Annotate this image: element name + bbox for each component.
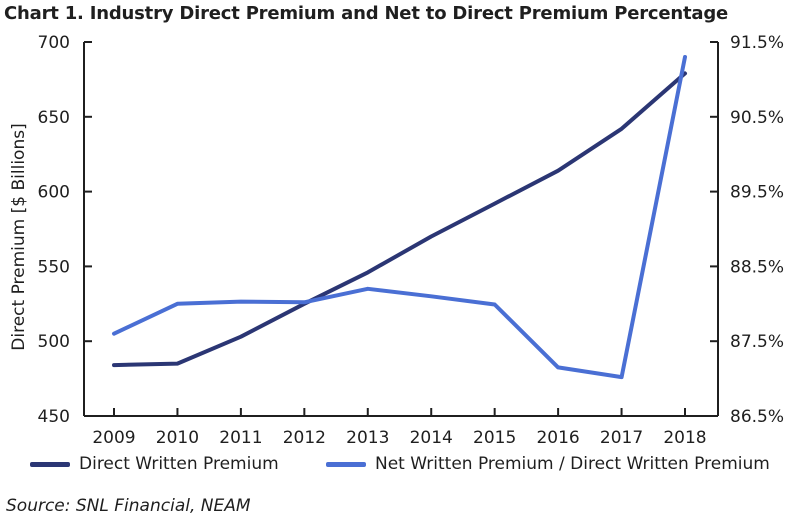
legend-swatch-net — [326, 461, 366, 467]
source-note: Source: SNL Financial, NEAM — [6, 496, 251, 516]
y-tick-label-right-0: 86.5% — [730, 407, 784, 427]
y-tick-label-right-4: 90.5% — [730, 108, 784, 128]
series-line-net-to-direct-ratio — [112, 55, 687, 380]
x-tick-label-2012: 2012 — [283, 428, 326, 448]
x-tick-label-2017: 2017 — [600, 428, 643, 448]
x-tick-label-2013: 2013 — [346, 428, 389, 448]
x-tick-label-2015: 2015 — [473, 428, 516, 448]
x-tick-label-2010: 2010 — [156, 428, 199, 448]
legend-label-net: Net Written Premium / Direct Written Pre… — [375, 454, 770, 474]
y-tick-label-left-500: 500 — [38, 332, 70, 352]
legend-item-net: Net Written Premium / Direct Written Pre… — [326, 454, 770, 474]
x-tick-label-2016: 2016 — [536, 428, 579, 448]
x-tick-label-2014: 2014 — [410, 428, 453, 448]
y-tick-label-left-550: 550 — [38, 257, 70, 277]
y-tick-label-right-2: 88.5% — [730, 257, 784, 277]
y-axis-title: Direct Premium [$ Billions] — [9, 123, 29, 350]
x-tick-label-2009: 2009 — [92, 428, 135, 448]
plot-group: 450 500 550 600 650 700 86.5% 87.5% 88.5% 89.5% 90… — [9, 33, 784, 448]
series-line-direct-written-premium — [112, 71, 687, 368]
legend-label-direct: Direct Written Premium — [79, 454, 279, 474]
y-tick-label-left-650: 650 — [38, 108, 70, 128]
legend-item-direct: Direct Written Premium — [30, 454, 279, 474]
y-tick-label-left-600: 600 — [38, 183, 70, 203]
y-tick-label-right-3: 89.5% — [730, 183, 784, 203]
y-tick-label-right-1: 87.5% — [730, 332, 784, 352]
y-tick-label-right-5: 91.5% — [730, 33, 784, 53]
legend-swatch-direct — [30, 461, 70, 467]
y-tick-label-left-450: 450 — [38, 407, 70, 427]
x-tick-label-2018: 2018 — [663, 428, 706, 448]
chart-title: Chart 1. Industry Direct Premium and Net… — [4, 3, 729, 24]
y-tick-label-left-700: 700 — [38, 33, 70, 53]
x-tick-label-2011: 2011 — [219, 428, 262, 448]
